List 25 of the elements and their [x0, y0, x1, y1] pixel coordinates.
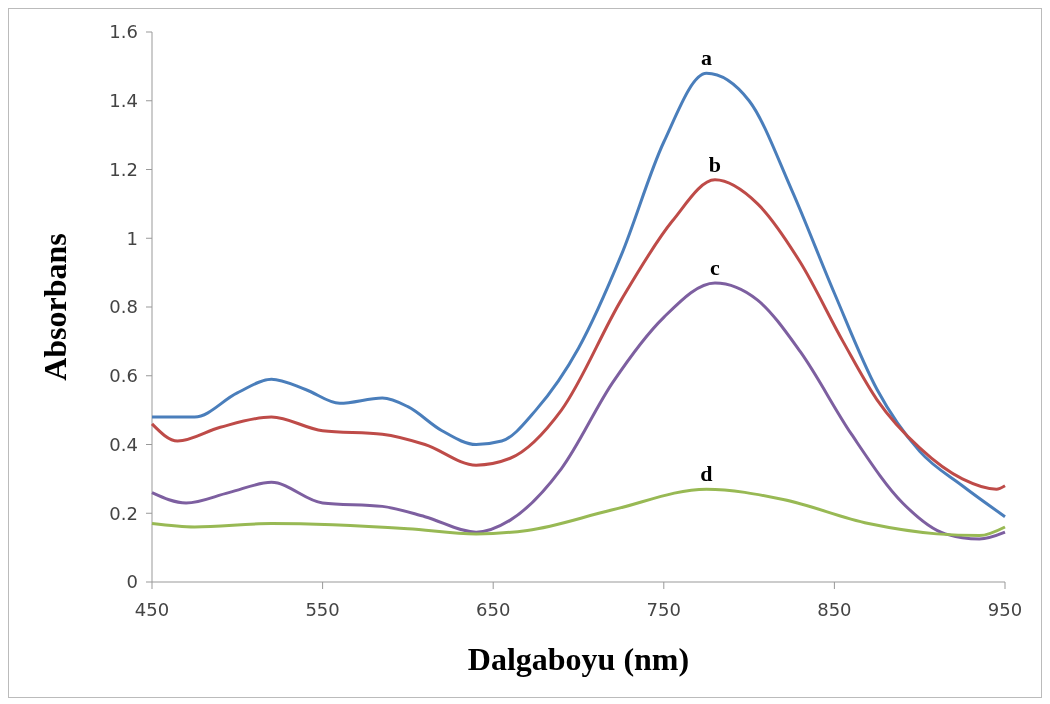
- x-tick-label: 450: [134, 599, 170, 620]
- line-series: [150, 281, 1007, 541]
- y-tick-label: 0.6: [109, 365, 138, 387]
- x-tick-label: 750: [646, 599, 681, 620]
- line-series: [150, 71, 1007, 519]
- y-tick-label: 0.2: [109, 502, 138, 524]
- series-label: a: [700, 45, 712, 71]
- y-tick-label: 1: [126, 227, 138, 249]
- series-label: b: [708, 151, 722, 177]
- x-tick-label: 550: [305, 599, 340, 620]
- x-tick-label: 650: [476, 599, 511, 620]
- y-tick-label: 0: [126, 571, 138, 593]
- y-tick-label: 1.4: [109, 90, 138, 112]
- y-axis-title: Absorbans: [37, 233, 73, 381]
- series-label: d: [700, 461, 713, 487]
- y-tick-label: 1.2: [109, 158, 138, 180]
- y-tick-label: 0.4: [109, 433, 138, 455]
- y-tick-label: 1.6: [109, 21, 138, 43]
- x-tick-label: 950: [987, 599, 1023, 620]
- x-axis-title: Dalgaboyu (nm): [467, 641, 690, 677]
- line-series: [150, 487, 1007, 538]
- y-tick-label: 0.8: [109, 296, 138, 318]
- x-tick-label: 850: [817, 599, 852, 620]
- line-series: [150, 178, 1007, 491]
- series-label: c: [710, 254, 721, 280]
